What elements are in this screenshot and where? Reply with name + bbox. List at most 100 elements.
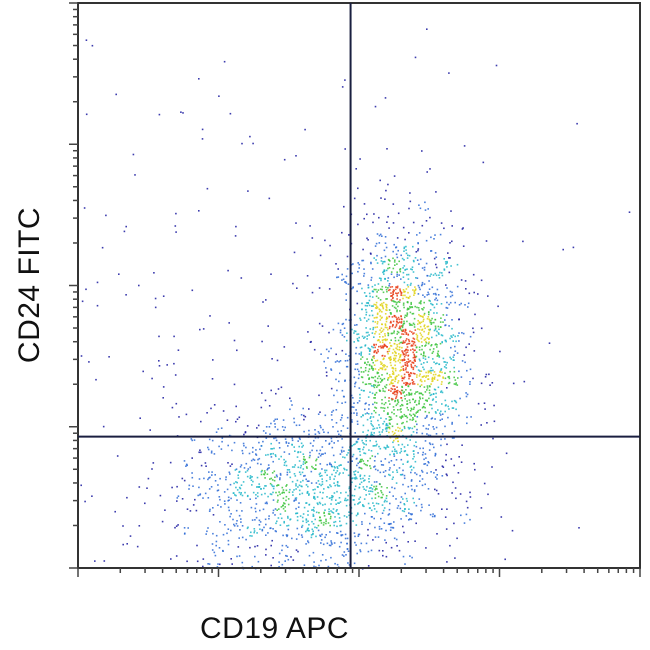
event-dot (337, 502, 339, 504)
event-dot (421, 224, 424, 227)
event-dot (439, 371, 441, 373)
event-dot (370, 422, 372, 425)
event-dot (378, 375, 380, 378)
event-dot (295, 488, 297, 490)
event-dot (91, 495, 93, 497)
event-dot (328, 350, 330, 353)
event-dot (424, 440, 427, 442)
event-dot (377, 495, 380, 498)
event-dot (444, 319, 446, 321)
event-dot (390, 418, 393, 420)
event-dot (446, 561, 448, 563)
event-dot (313, 439, 315, 442)
event-dot (305, 519, 308, 521)
event-dot (400, 354, 402, 356)
event-dot (456, 285, 459, 288)
event-dot (395, 286, 398, 288)
event-dot (406, 257, 409, 259)
event-dot (250, 506, 253, 509)
event-dot (218, 547, 221, 549)
event-dot (400, 359, 402, 361)
event-dot (548, 342, 551, 344)
event-dot (362, 424, 365, 427)
event-dot (373, 288, 376, 291)
event-dot (393, 330, 395, 332)
event-dot (407, 485, 410, 488)
event-dot (241, 494, 244, 497)
event-dot (348, 486, 351, 488)
event-dot (410, 363, 412, 366)
event-dot (443, 361, 445, 363)
event-dot (378, 242, 381, 244)
event-dot (413, 260, 415, 263)
event-dot (387, 412, 389, 414)
event-dot (177, 524, 179, 526)
event-dot (262, 508, 265, 511)
event-dot (347, 283, 350, 285)
event-dot (393, 261, 396, 263)
event-dot (445, 453, 447, 456)
event-dot (266, 502, 268, 505)
event-dot (395, 354, 398, 357)
event-dot (346, 516, 348, 518)
event-dot (433, 446, 435, 449)
event-dot (270, 564, 272, 567)
event-dot (354, 382, 356, 385)
event-dot (229, 515, 231, 518)
event-dot (311, 509, 313, 511)
event-dot (403, 531, 405, 534)
event-dot (212, 359, 214, 361)
event-dot (338, 433, 340, 436)
event-dot (412, 312, 415, 315)
event-dot (359, 346, 362, 349)
event-dot (351, 481, 353, 484)
event-dot (261, 528, 264, 531)
event-dot (305, 530, 307, 533)
event-dot (421, 150, 423, 152)
event-dot (209, 508, 211, 511)
event-dot (388, 309, 391, 311)
event-dot (449, 257, 451, 259)
event-dot (406, 313, 409, 316)
event-dot (336, 467, 339, 470)
event-dot (394, 393, 396, 396)
event-dot (431, 286, 434, 289)
event-dot (433, 361, 435, 363)
event-dot (397, 380, 400, 382)
event-dot (419, 379, 422, 382)
event-dot (426, 28, 428, 30)
event-dot (424, 201, 426, 204)
event-dot (382, 471, 385, 473)
event-dot (330, 485, 332, 488)
event-dot (344, 401, 347, 404)
event-dot (357, 187, 359, 190)
event-dot (395, 325, 398, 327)
event-dot (371, 285, 374, 288)
event-dot (376, 233, 379, 235)
event-dot (293, 421, 296, 424)
event-dot (414, 356, 417, 359)
event-dot (432, 373, 435, 376)
event-dot (372, 326, 375, 329)
event-dot (246, 527, 249, 530)
event-dot (246, 475, 249, 478)
event-dot (294, 450, 296, 452)
event-dot (394, 326, 397, 329)
event-dot (383, 522, 386, 524)
event-dot (417, 339, 419, 342)
event-dot (389, 403, 391, 405)
event-dot (293, 251, 296, 254)
event-dot (368, 292, 371, 295)
event-dot (296, 512, 298, 515)
event-dot (346, 454, 348, 456)
event-dot (319, 472, 322, 474)
event-dot (264, 399, 267, 402)
event-dot (236, 481, 238, 484)
event-dot (261, 529, 264, 532)
event-dot (504, 558, 506, 561)
event-dot (196, 544, 198, 547)
event-dot (355, 409, 357, 411)
event-dot (463, 354, 466, 356)
event-dot (400, 254, 402, 257)
event-dot (268, 197, 271, 200)
